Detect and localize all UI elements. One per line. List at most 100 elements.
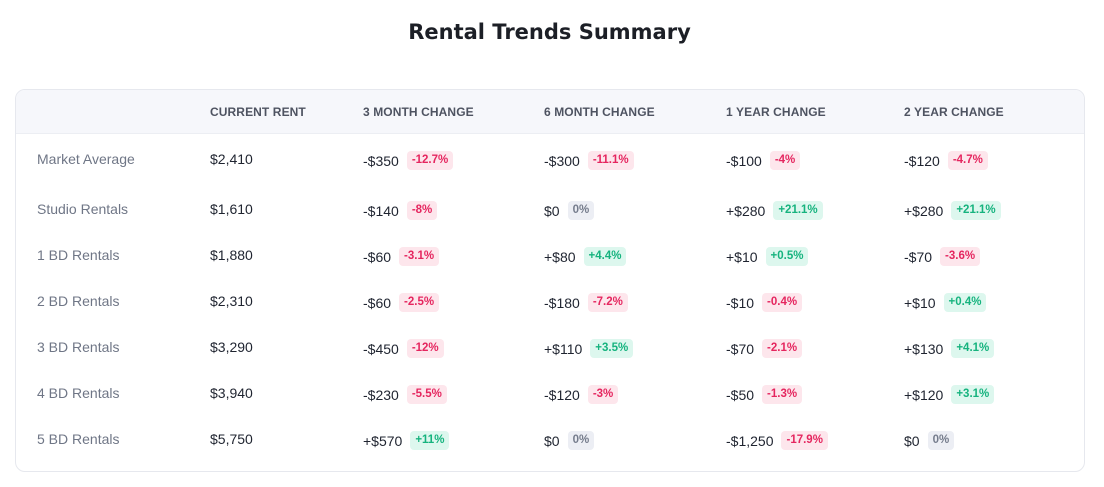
- change-percent-badge: +11%: [410, 431, 450, 450]
- change-percent-badge: -0.4%: [762, 293, 803, 312]
- change-percent-badge: -3.6%: [940, 247, 981, 266]
- row-label: 4 BD Rentals: [37, 385, 120, 401]
- change-cell: -$60 -3.1%: [363, 247, 440, 266]
- change-cell: +$80 +4.4%: [544, 247, 627, 266]
- row-label-cell: 5 BD Rentals: [37, 431, 119, 447]
- change-cell: $0 0%: [544, 201, 595, 220]
- column-header-3-month: 3 MONTH CHANGE: [363, 105, 474, 119]
- change-percent-badge: 0%: [567, 201, 595, 220]
- change-amount: $0: [904, 432, 920, 449]
- row-label: 3 BD Rentals: [37, 339, 120, 355]
- change-cell: -$100 -4%: [726, 151, 801, 170]
- change-percent-badge: -4.7%: [947, 151, 988, 170]
- row-label: 2 BD Rentals: [37, 293, 120, 309]
- change-amount: +$110: [544, 340, 583, 357]
- change-amount: -$10: [726, 294, 755, 311]
- change-cell: +$10 +0.4%: [904, 293, 987, 312]
- change-amount: -$120: [544, 386, 580, 403]
- change-cell: -$70 -3.6%: [904, 247, 981, 266]
- change-cell: -$50 -1.3%: [726, 385, 803, 404]
- change-cell: -$120 -3%: [544, 385, 619, 404]
- change-percent-badge: -11.1%: [587, 151, 634, 170]
- change-percent-badge: -3%: [587, 385, 619, 404]
- row-label: Market Average: [37, 151, 135, 167]
- change-percent-badge: -2.1%: [762, 339, 803, 358]
- change-percent-badge: +4.4%: [583, 247, 627, 266]
- change-percent-badge: -12%: [406, 339, 444, 358]
- change-cell: +$110 +3.5%: [544, 339, 634, 358]
- row-label-cell: Market Average: [37, 151, 135, 167]
- change-amount: +$80: [544, 248, 576, 265]
- row-label-cell: Studio Rentals: [37, 201, 128, 217]
- change-amount: +$10: [726, 248, 758, 265]
- row-label: 5 BD Rentals: [37, 431, 120, 447]
- current-rent-cell: $2,410: [210, 151, 253, 167]
- change-amount: -$140: [363, 202, 399, 219]
- change-percent-badge: -3.1%: [399, 247, 440, 266]
- change-cell: -$70 -2.1%: [726, 339, 803, 358]
- current-rent-value: $5,750: [210, 431, 253, 447]
- change-cell: -$120 -4.7%: [904, 151, 988, 170]
- change-amount: -$350: [363, 152, 399, 169]
- change-amount: -$450: [363, 340, 399, 357]
- change-amount: $0: [544, 202, 560, 219]
- current-rent-cell: $2,310: [210, 293, 253, 309]
- table-header: CURRENT RENT 3 MONTH CHANGE 6 MONTH CHAN…: [16, 90, 1084, 134]
- page-title: Rental Trends Summary: [408, 20, 691, 44]
- change-percent-badge: +0.5%: [765, 247, 809, 266]
- change-amount: -$70: [904, 248, 933, 265]
- change-amount: +$10: [904, 294, 936, 311]
- change-cell: -$1,250 -17.9%: [726, 431, 828, 450]
- change-percent-badge: +21.1%: [773, 201, 823, 220]
- table-row: 5 BD Rentals $5,750 +$570 +11% $0 0% -$1,250 -1…: [16, 426, 1084, 456]
- current-rent-cell: $3,940: [210, 385, 253, 401]
- change-amount: -$60: [363, 248, 392, 265]
- change-cell: +$120 +3.1%: [904, 385, 995, 404]
- change-cell: -$300 -11.1%: [544, 151, 634, 170]
- change-cell: +$10 +0.5%: [726, 247, 809, 266]
- change-cell: +$130 +4.1%: [904, 339, 995, 358]
- column-header-current: CURRENT RENT: [210, 105, 306, 119]
- change-amount: -$100: [726, 152, 762, 169]
- change-percent-badge: +0.4%: [943, 293, 987, 312]
- change-percent-badge: -7.2%: [587, 293, 628, 312]
- change-cell: +$280 +21.1%: [904, 201, 1001, 220]
- change-percent-badge: -17.9%: [781, 431, 828, 450]
- table-row: Market Average $2,410 -$350 -12.7% -$300 -11.…: [16, 146, 1084, 176]
- table-row: Studio Rentals $1,610 -$140 -8% $0 0% +$280 +21…: [16, 196, 1084, 226]
- row-label-cell: 1 BD Rentals: [37, 247, 119, 263]
- change-amount: +$570: [363, 432, 403, 449]
- change-amount: $0: [544, 432, 560, 449]
- current-rent-value: $2,410: [210, 151, 253, 167]
- current-rent-cell: $1,610: [210, 201, 253, 217]
- change-cell: -$180 -7.2%: [544, 293, 628, 312]
- table-row: 2 BD Rentals $2,310 -$60 -2.5% -$180 -7.2% -$1…: [16, 288, 1084, 318]
- change-cell: +$570 +11%: [363, 431, 450, 450]
- change-cell: $0 0%: [904, 431, 955, 450]
- change-amount: +$130: [904, 340, 944, 357]
- table-row: 1 BD Rentals $1,880 -$60 -3.1% +$80 +4.4% +$10…: [16, 242, 1084, 272]
- column-header-2-year: 2 YEAR CHANGE: [904, 105, 1004, 119]
- change-cell: -$350 -12.7%: [363, 151, 454, 170]
- table-row: 3 BD Rentals $3,290 -$450 -12% +$110 +3.5% -$7…: [16, 334, 1084, 364]
- current-rent-value: $3,940: [210, 385, 253, 401]
- current-rent-value: $1,610: [210, 201, 253, 217]
- change-percent-badge: +21.1%: [951, 201, 1001, 220]
- change-percent-badge: -5.5%: [406, 385, 447, 404]
- current-rent-cell: $5,750: [210, 431, 253, 447]
- row-label-cell: 2 BD Rentals: [37, 293, 119, 309]
- change-percent-badge: +4.1%: [951, 339, 995, 358]
- row-label: 1 BD Rentals: [37, 247, 120, 263]
- current-rent-value: $2,310: [210, 293, 253, 309]
- change-amount: -$120: [904, 152, 940, 169]
- change-cell: +$280 +21.1%: [726, 201, 823, 220]
- row-label-cell: 4 BD Rentals: [37, 385, 119, 401]
- change-percent-badge: 0%: [927, 431, 955, 450]
- change-amount: +$280: [726, 202, 766, 219]
- change-percent-badge: -12.7%: [406, 151, 454, 170]
- row-label-cell: 3 BD Rentals: [37, 339, 119, 355]
- change-amount: -$300: [544, 152, 580, 169]
- change-amount: -$50: [726, 386, 755, 403]
- change-percent-badge: +3.5%: [590, 339, 634, 358]
